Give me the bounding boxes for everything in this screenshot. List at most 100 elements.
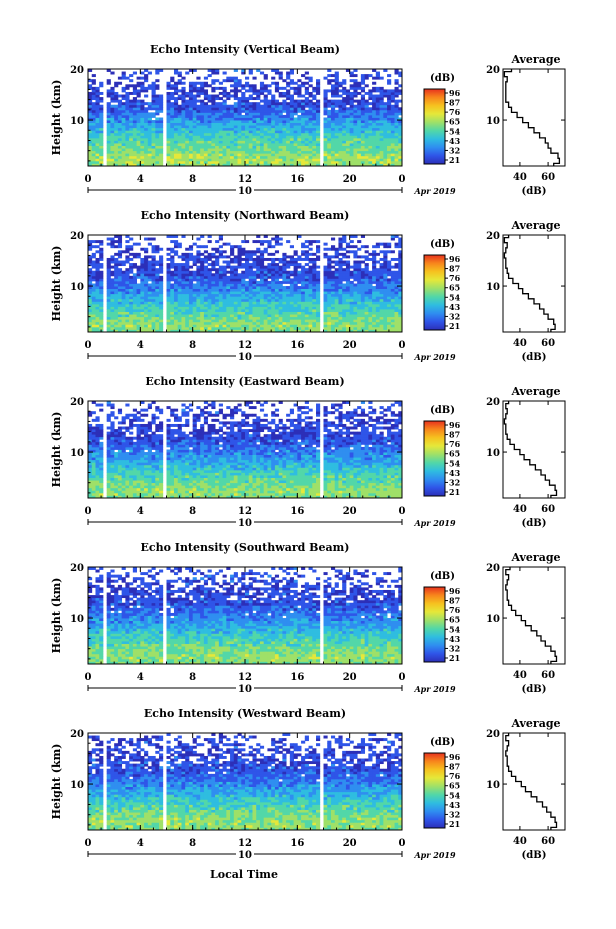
profile-line bbox=[505, 733, 558, 830]
colorbar-tick-label: 43 bbox=[449, 136, 461, 146]
panel-3: Echo Intensity (Southward Beam) Height (k… bbox=[50, 541, 566, 695]
x-tick-label: 4 bbox=[137, 838, 144, 849]
x-tick-label: 0 bbox=[399, 506, 406, 517]
profile-frame bbox=[502, 566, 566, 665]
profile-line bbox=[503, 69, 561, 166]
profile-line bbox=[503, 401, 558, 498]
y-tick-label: 20 bbox=[70, 397, 84, 408]
x-tick-label: 16 bbox=[290, 672, 304, 683]
heatmap-cells bbox=[88, 401, 403, 499]
profile-frame bbox=[502, 234, 566, 333]
colorbar-tick-label: 65 bbox=[449, 781, 460, 791]
x-tick-label: 20 bbox=[343, 672, 357, 683]
profile-x-label: (dB) bbox=[522, 518, 547, 529]
profile-y-tick-label: 10 bbox=[486, 614, 500, 625]
x-tick-label: 12 bbox=[238, 340, 252, 351]
y-tick-label: 10 bbox=[70, 614, 84, 625]
colorbar-tick-label: 32 bbox=[449, 477, 460, 487]
heatmap-cells bbox=[88, 567, 403, 665]
date-day-label: 10 bbox=[238, 850, 252, 861]
y-tick-label: 10 bbox=[70, 282, 84, 293]
y-axis-label: Height (km) bbox=[50, 578, 63, 654]
x-tick-label: 12 bbox=[238, 838, 252, 849]
x-tick-label: 16 bbox=[290, 838, 304, 849]
date-label-bg bbox=[236, 352, 254, 360]
colorbar-tick-label: 54 bbox=[449, 624, 461, 634]
profile-x-label: (dB) bbox=[522, 684, 547, 695]
y-tick-label: 20 bbox=[70, 231, 84, 242]
heatmap-cells bbox=[88, 69, 403, 167]
colorbar-tick-label: 54 bbox=[449, 126, 461, 136]
x-tick-label: 8 bbox=[189, 672, 196, 683]
colorbar-tick-label: 65 bbox=[449, 283, 460, 293]
colorbar-tick-label: 43 bbox=[449, 800, 461, 810]
profile-x-tick-label: 40 bbox=[513, 338, 527, 349]
colorbar-tick-label: 21 bbox=[449, 653, 460, 663]
colorbar-tick-label: 65 bbox=[449, 117, 460, 127]
y-axis-label: Height (km) bbox=[50, 744, 63, 820]
x-tick-label: 4 bbox=[137, 672, 144, 683]
colorbar-tick-label: 76 bbox=[449, 605, 461, 615]
colorbar-tick-label: 54 bbox=[449, 292, 461, 302]
profile-x-tick-label: 60 bbox=[541, 670, 555, 681]
colorbar-tick-label: 96 bbox=[449, 88, 461, 98]
colorbar-tick-label: 32 bbox=[449, 809, 460, 819]
y-tick-label: 20 bbox=[70, 729, 84, 740]
x-tick-label: 4 bbox=[137, 340, 144, 351]
date-month-label: Apr 2019 bbox=[413, 850, 456, 860]
x-tick-label: 4 bbox=[137, 174, 144, 185]
colorbar-tick-label: 76 bbox=[449, 439, 461, 449]
x-tick-label: 0 bbox=[85, 340, 92, 351]
profile-y-tick-label: 20 bbox=[486, 65, 500, 76]
date-month-label: Apr 2019 bbox=[413, 684, 456, 694]
x-tick-label: 20 bbox=[343, 838, 357, 849]
panel-title: Echo Intensity (Eastward Beam) bbox=[145, 375, 344, 388]
panel-title: Echo Intensity (Southward Beam) bbox=[141, 541, 350, 554]
x-axis-label: Local Time bbox=[210, 868, 278, 881]
colorbar-tick-label: 87 bbox=[449, 430, 460, 440]
colorbar-unit: (dB) bbox=[430, 571, 455, 582]
date-day-label: 10 bbox=[238, 518, 252, 529]
profile-x-tick-label: 60 bbox=[541, 504, 555, 515]
x-tick-label: 0 bbox=[85, 672, 92, 683]
colorbar-tick-label: 76 bbox=[449, 273, 461, 283]
colorbar-unit: (dB) bbox=[430, 405, 455, 416]
profile-x-label: (dB) bbox=[522, 352, 547, 363]
profile-x-label: (dB) bbox=[522, 186, 547, 197]
x-tick-label: 16 bbox=[290, 506, 304, 517]
x-tick-label: 0 bbox=[399, 672, 406, 683]
x-tick-label: 0 bbox=[85, 838, 92, 849]
profile-title: Average bbox=[510, 717, 560, 730]
panel-0: Echo Intensity (Vertical Beam) Height (km… bbox=[50, 43, 566, 197]
date-month-label: Apr 2019 bbox=[413, 186, 456, 196]
panel-title: Echo Intensity (Westward Beam) bbox=[144, 707, 346, 720]
x-tick-label: 16 bbox=[290, 174, 304, 185]
profile-x-tick-label: 60 bbox=[541, 836, 555, 847]
panel-1: Echo Intensity (Northward Beam) Height (k… bbox=[50, 209, 566, 363]
profile-x-tick-label: 40 bbox=[513, 172, 527, 183]
colorbar-tick-label: 32 bbox=[449, 145, 460, 155]
profile-x-tick-label: 40 bbox=[513, 670, 527, 681]
x-tick-label: 0 bbox=[399, 340, 406, 351]
panel-title: Echo Intensity (Northward Beam) bbox=[141, 209, 350, 222]
colorbar-tick-label: 76 bbox=[449, 107, 461, 117]
colorbar-tick-label: 21 bbox=[449, 321, 460, 331]
profile-line bbox=[505, 567, 558, 664]
colorbar-tick-label: 32 bbox=[449, 643, 460, 653]
profile-y-tick-label: 20 bbox=[486, 729, 500, 740]
colorbar-tick-label: 54 bbox=[449, 458, 461, 468]
colorbar bbox=[423, 254, 446, 331]
x-tick-label: 12 bbox=[238, 672, 252, 683]
profile-y-tick-label: 20 bbox=[486, 397, 500, 408]
heatmap-cells bbox=[88, 733, 403, 831]
date-day-label: 10 bbox=[238, 186, 252, 197]
x-tick-label: 16 bbox=[290, 340, 304, 351]
profile-y-tick-label: 20 bbox=[486, 231, 500, 242]
x-tick-label: 0 bbox=[399, 174, 406, 185]
x-tick-label: 12 bbox=[238, 174, 252, 185]
x-tick-label: 8 bbox=[189, 506, 196, 517]
date-month-label: Apr 2019 bbox=[413, 352, 456, 362]
profile-x-tick-label: 40 bbox=[513, 836, 527, 847]
profile-y-tick-label: 10 bbox=[486, 780, 500, 791]
